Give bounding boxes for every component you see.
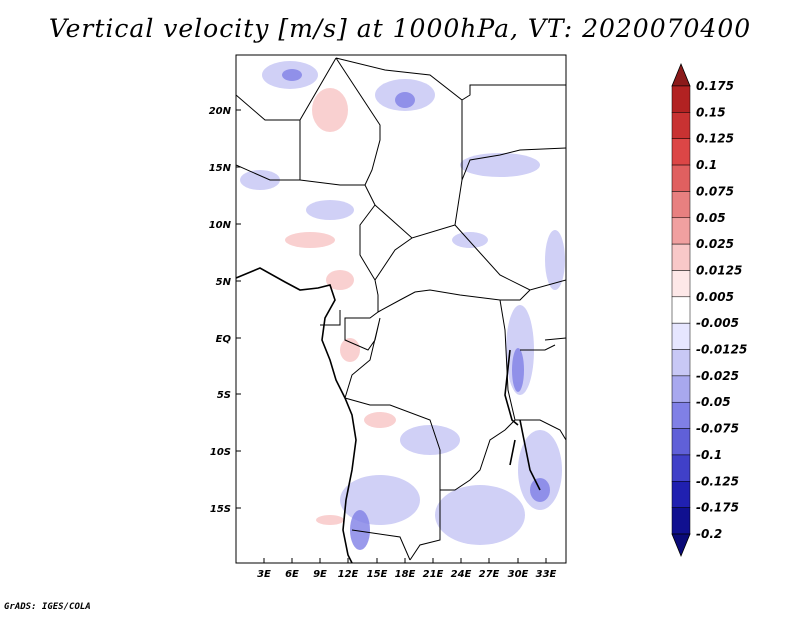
lat-tick: 15N (209, 163, 232, 174)
colorbar-segment (671, 375, 691, 403)
colorbar-segment (671, 454, 691, 482)
colorbar-segment (671, 401, 691, 429)
lat-tick: 20N (209, 106, 232, 117)
colorbar-segment (671, 507, 691, 535)
colorbar-segment (671, 85, 691, 113)
lat-ticks (236, 109, 241, 509)
lon-tick: 3E (257, 569, 271, 580)
velocity-field (236, 57, 566, 563)
lat-tick: 5S (217, 390, 231, 401)
colorbar-top-triangle (671, 62, 691, 87)
colorbar-segment (671, 296, 691, 324)
colorbar-segment (671, 349, 691, 377)
lon-tick: 27E (479, 569, 500, 580)
lon-tick: 15E (367, 569, 388, 580)
map-panel (235, 54, 567, 564)
colorbar-label: -0.2 (696, 527, 722, 541)
colorbar-segment (671, 164, 691, 192)
lon-tick: 21E (423, 569, 444, 580)
colorbar-label: 0.15 (696, 105, 726, 119)
colorbar-label: 0.0125 (696, 263, 742, 277)
colorbar-label: 0.005 (696, 290, 734, 304)
lat-tick: EQ (216, 334, 232, 345)
colorbar-label: -0.05 (696, 395, 731, 409)
colorbar-segment (671, 112, 691, 139)
lon-ticks (263, 558, 547, 563)
colorbar-label: -0.175 (696, 501, 739, 515)
lat-tick: 10N (209, 220, 232, 231)
lon-tick: 6E (285, 569, 299, 580)
lat-tick: 10S (210, 447, 231, 458)
grads-credit: GrADS: IGES/COLA (4, 602, 91, 612)
colorbar-segment (671, 243, 691, 271)
colorbar-segment (671, 191, 691, 219)
colorbar-label: -0.125 (696, 474, 739, 488)
colorbar-segment (671, 428, 691, 456)
latitude-labels: 20N 15N 10N 5N EQ 5S 10S 15S (209, 106, 232, 515)
lat-tick: 15S (210, 504, 231, 515)
colorbar-segment (671, 217, 691, 245)
colorbar-segment (671, 270, 691, 298)
colorbar-label: 0.1 (696, 158, 717, 172)
colorbar-segment (671, 322, 691, 350)
colorbar-label: -0.1 (696, 448, 722, 462)
colorbar-label: 0.025 (696, 237, 734, 251)
colorbar-label: -0.0125 (696, 343, 747, 357)
map-frame (235, 54, 567, 564)
lon-tick: 33E (536, 569, 557, 580)
colorbar-label: -0.075 (696, 422, 739, 436)
colorbar: 0.175 0.15 0.125 0.1 0.075 0.05 0.025 0.0125 0.0… (671, 62, 747, 558)
colorbar-segment (671, 481, 691, 508)
lat-tick: 5N (216, 277, 232, 288)
lon-tick: 9E (313, 569, 327, 580)
lon-tick: 18E (395, 569, 416, 580)
lon-tick: 30E (508, 569, 529, 580)
colorbar-bottom-triangle (671, 533, 691, 558)
plot-title: Vertical velocity [m/s] at 1000hPa, VT: … (48, 14, 752, 43)
colorbar-label: 0.075 (696, 184, 734, 198)
longitude-labels: 3E 6E 9E 12E 15E 18E 21E 24E 27E 30E 33E (257, 569, 556, 580)
colorbar-label: 0.175 (696, 79, 734, 93)
colorbar-label: 0.125 (696, 132, 734, 146)
colorbar-label: 0.05 (696, 211, 726, 225)
colorbar-segment (671, 138, 691, 166)
colorbar-label: -0.025 (696, 369, 739, 383)
lon-tick: 24E (451, 569, 472, 580)
lon-tick: 12E (338, 569, 359, 580)
colorbar-label: -0.005 (696, 316, 739, 330)
